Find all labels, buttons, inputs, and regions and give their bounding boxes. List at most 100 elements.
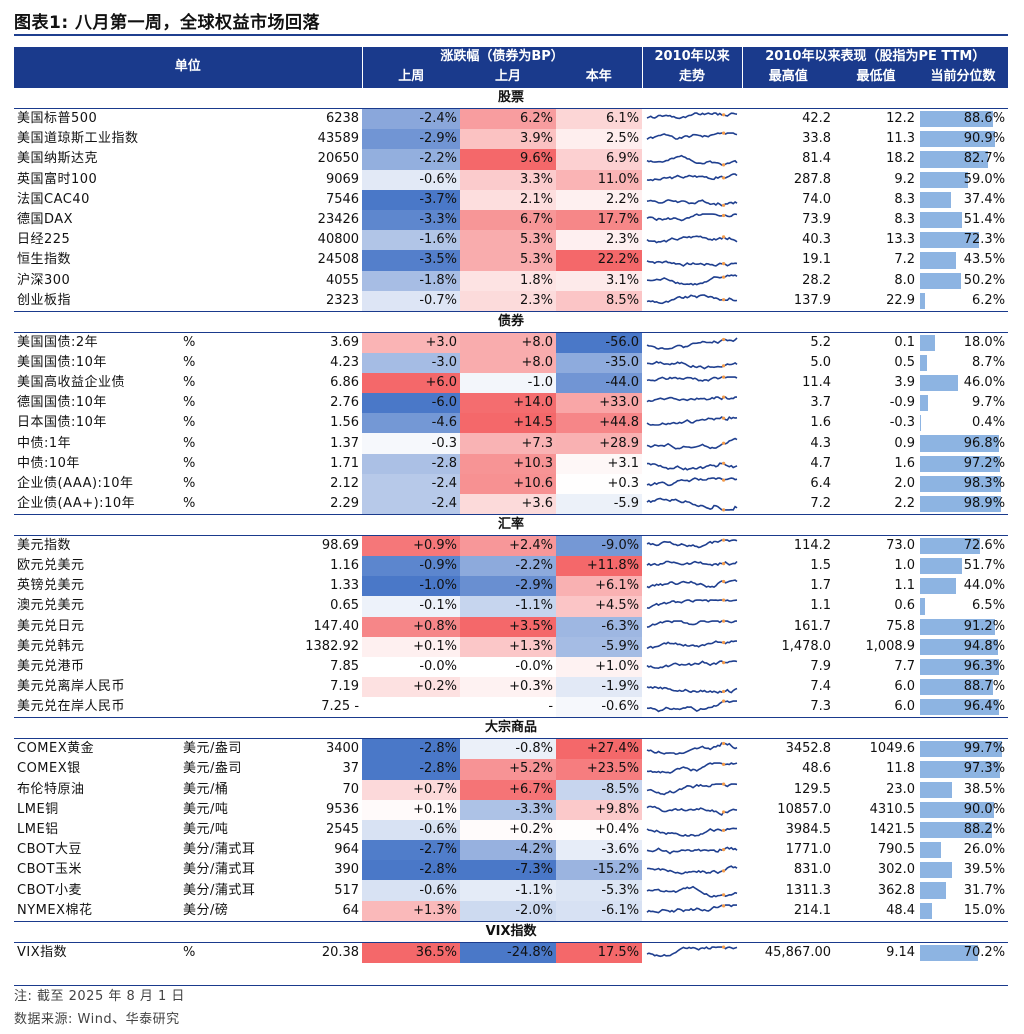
sparkline-marker bbox=[722, 562, 726, 566]
table-row: 英镑兑美元 1.33 -1.0% -2.9% +6.1% 1.7 1.1 44.0% bbox=[14, 576, 1008, 597]
row-week-change: -2.4% bbox=[362, 108, 461, 130]
sparkline-marker bbox=[722, 262, 726, 266]
table-row: 美国国债:2年% 3.69 +3.0 +8.0 -56.0 5.2 0.1 18.0% bbox=[14, 332, 1008, 353]
percentile-label: 72.3% bbox=[963, 232, 1006, 248]
row-sparkline bbox=[642, 129, 742, 149]
sparkline-path bbox=[646, 172, 738, 182]
row-sparkline bbox=[642, 739, 742, 760]
sparkline-marker bbox=[722, 640, 726, 644]
row-name: 德国DAX bbox=[17, 212, 74, 228]
row-week-change: +0.2% bbox=[362, 677, 461, 698]
row-unit bbox=[180, 170, 270, 190]
row-week-change: -2.8% bbox=[362, 738, 461, 760]
row-name: 美国纳斯达克 bbox=[17, 151, 99, 167]
percentile-bar bbox=[920, 171, 969, 188]
row-sparkline bbox=[642, 780, 742, 800]
row-month-change: +14.5 bbox=[460, 413, 557, 434]
row-week-change: -2.4 bbox=[362, 473, 461, 494]
row-value: 4.23 bbox=[330, 354, 360, 370]
row-ytd-change: -15.2% bbox=[556, 860, 643, 881]
row-month-change: +1.3% bbox=[460, 636, 557, 657]
row-max: 4.3 bbox=[810, 435, 832, 451]
row-name: NYMEX棉花 bbox=[17, 902, 93, 918]
row-ytd-change: -6.3% bbox=[556, 616, 643, 637]
sparkline-marker bbox=[722, 580, 726, 584]
row-week-change: +6.0 bbox=[362, 372, 461, 394]
row-min: 1049.6 bbox=[869, 741, 916, 757]
row-percentile: 9.7% bbox=[918, 393, 1008, 413]
row-percentile: 98.3% bbox=[918, 474, 1008, 494]
percentile-label: 82.7% bbox=[963, 151, 1006, 167]
row-max: 33.8 bbox=[802, 131, 832, 147]
row-percentile: 99.7% bbox=[918, 739, 1008, 760]
sparkline-path bbox=[646, 213, 738, 222]
row-value: 7.25 - bbox=[321, 699, 360, 715]
row-percentile: 94.8% bbox=[918, 637, 1008, 657]
row-value: 1.71 bbox=[330, 455, 360, 471]
row-sparkline bbox=[642, 697, 742, 718]
row-month-change: 5.3% bbox=[460, 250, 557, 271]
section-header: 汇率 bbox=[14, 514, 1009, 536]
row-ytd-change: +11.8% bbox=[556, 556, 643, 577]
row-month-change: +2.4% bbox=[460, 535, 557, 556]
row-week-change bbox=[362, 697, 461, 718]
row-percentile: 91.2% bbox=[918, 617, 1008, 637]
row-ytd-change: +3.1 bbox=[556, 453, 643, 474]
row-percentile: 26.0% bbox=[918, 840, 1008, 860]
trend-sparkline bbox=[646, 538, 738, 549]
row-value: 3.69 bbox=[330, 334, 360, 350]
row-ytd-change: +1.0% bbox=[556, 656, 643, 678]
row-month-change: 1.8% bbox=[460, 270, 557, 291]
row-unit: % bbox=[183, 435, 196, 451]
row-sparkline bbox=[642, 840, 742, 860]
percentile-label: 6.5% bbox=[972, 598, 1006, 614]
title-rule bbox=[14, 34, 1008, 36]
percentile-label: 0.4% bbox=[972, 415, 1006, 431]
sparkline-path bbox=[646, 416, 738, 427]
sparkline-path bbox=[646, 742, 738, 756]
row-name: 日经225 bbox=[17, 232, 71, 248]
row-percentile: 96.4% bbox=[918, 697, 1008, 718]
row-week-change: -2.8% bbox=[362, 759, 461, 780]
row-ytd-change: +4.5% bbox=[556, 596, 643, 617]
row-max: 5.0 bbox=[810, 354, 832, 370]
sparkline-path bbox=[646, 396, 738, 403]
row-week-change: -0.1% bbox=[362, 596, 461, 617]
trend-sparkline bbox=[646, 260, 738, 268]
row-week-change: -2.8 bbox=[362, 453, 461, 474]
row-percentile: 72.6% bbox=[918, 536, 1008, 557]
table-row: 恒生指数 24508 -3.5% 5.3% 22.2% 19.1 7.2 43.5% bbox=[14, 250, 1008, 271]
table-row: 欧元兑美元 1.16 -0.9% -2.2% +11.8% 1.5 1.0 51.7% bbox=[14, 556, 1008, 577]
section-header: 债券 bbox=[14, 310, 1009, 333]
row-month-change: -7.3% bbox=[460, 860, 557, 881]
sparkline-path bbox=[646, 686, 738, 695]
row-ytd-change: +0.4% bbox=[556, 819, 643, 841]
row-ytd-change: -6.1% bbox=[556, 900, 643, 922]
row-min: 2.2 bbox=[894, 496, 916, 511]
percentile-bar bbox=[920, 538, 980, 554]
row-name: 美国道琼斯工业指数 bbox=[17, 131, 139, 147]
row-unit bbox=[180, 190, 270, 210]
row-percentile: 51.7% bbox=[918, 556, 1008, 576]
row-max: 129.5 bbox=[793, 781, 832, 797]
percentile-label: 98.3% bbox=[963, 475, 1006, 491]
row-week-change: -3.0 bbox=[362, 352, 461, 373]
row-month-change: 2.3% bbox=[460, 290, 557, 312]
row-percentile: 88.2% bbox=[918, 820, 1008, 840]
sparkline-path bbox=[646, 198, 738, 207]
percentile-label: 90.0% bbox=[963, 801, 1006, 817]
table-body: 股票 美国标普500 6238 -2.4% 6.2% 6.1% 42.2 12.2 88.6% 美… bbox=[14, 87, 1009, 963]
row-min: 8.0 bbox=[894, 272, 916, 288]
percentile-label: 44.0% bbox=[963, 578, 1006, 594]
percentile-label: 46.0% bbox=[963, 374, 1006, 390]
row-max: 42.2 bbox=[802, 111, 832, 127]
row-sparkline bbox=[642, 759, 742, 779]
row-sparkline bbox=[642, 109, 742, 130]
trend-sparkline bbox=[646, 375, 738, 382]
sparkline-marker bbox=[722, 297, 726, 301]
table-row: CBOT大豆 美分/蒲式耳 964 -2.7% -4.2% -3.6% 1771.0 790.… bbox=[14, 840, 1008, 861]
row-unit bbox=[180, 657, 270, 677]
row-name: 英国富时100 bbox=[17, 171, 98, 187]
row-ytd-change: 2.3% bbox=[556, 230, 643, 251]
row-unit bbox=[180, 210, 270, 230]
